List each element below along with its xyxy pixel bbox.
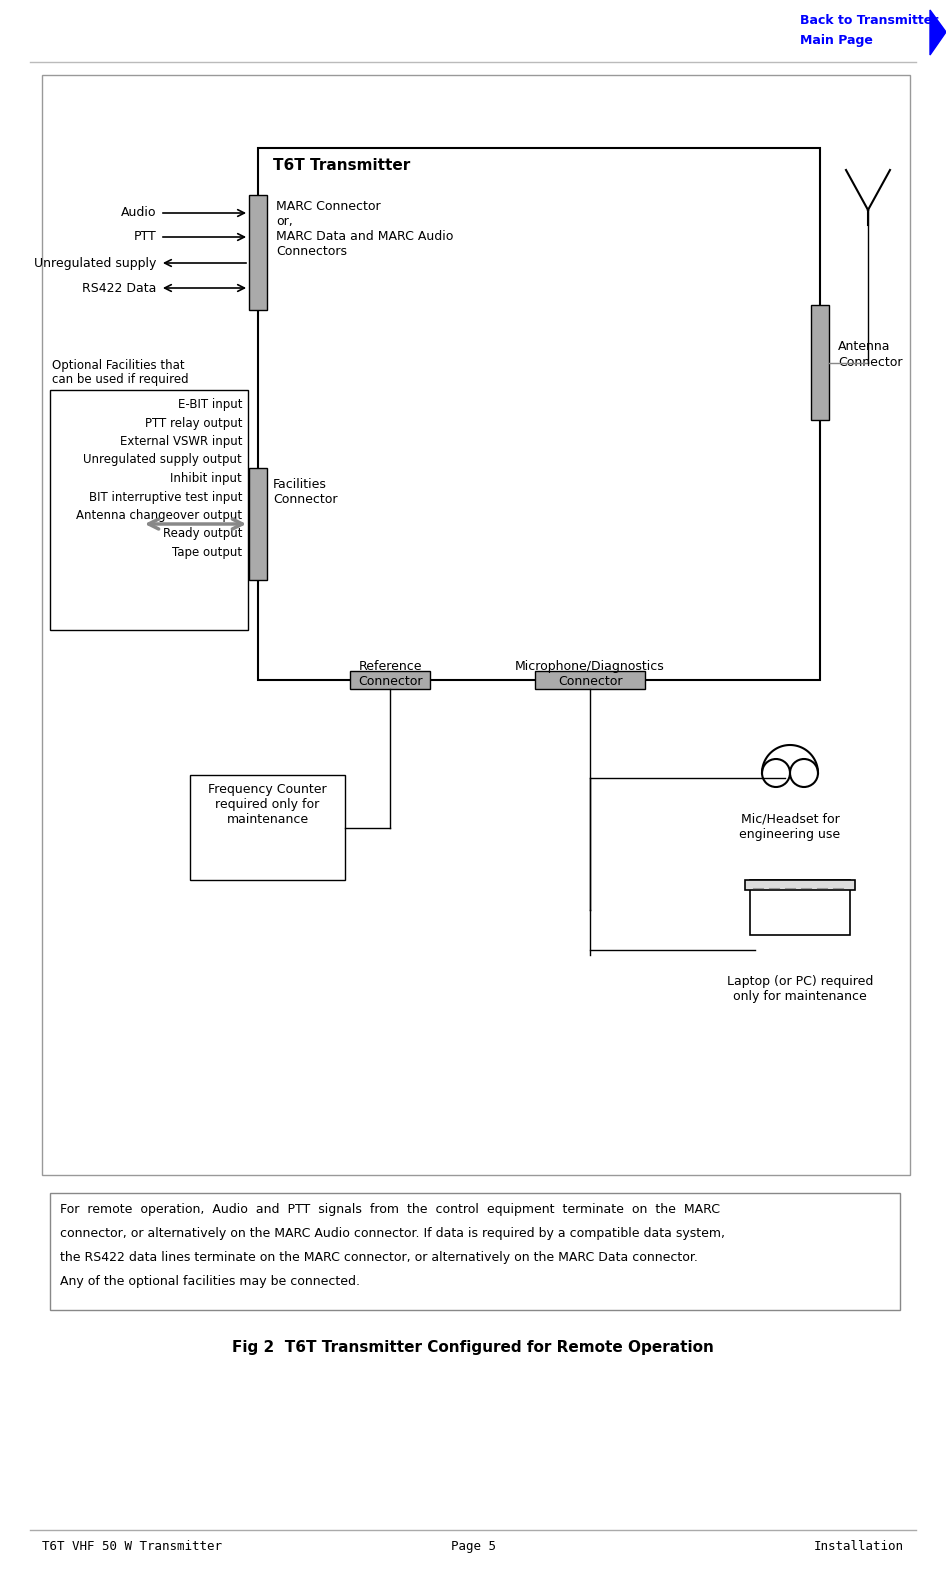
Text: RS422 Data: RS422 Data <box>81 281 156 295</box>
Text: For  remote  operation,  Audio  and  PTT  signals  from  the  control  equipment: For remote operation, Audio and PTT sign… <box>60 1203 720 1216</box>
Text: Back to Transmitter: Back to Transmitter <box>800 14 938 27</box>
Text: Any of the optional facilities may be connected.: Any of the optional facilities may be co… <box>60 1275 360 1288</box>
Polygon shape <box>930 10 946 54</box>
Bar <box>50 389 248 630</box>
Text: T6T VHF 50 W Transmitter: T6T VHF 50 W Transmitter <box>42 1540 222 1553</box>
Text: MARC Connector
or,
MARC Data and MARC Audio
Connectors: MARC Connector or, MARC Data and MARC Au… <box>276 200 453 259</box>
Text: T6T Transmitter: T6T Transmitter <box>273 158 411 172</box>
Text: Audio: Audio <box>120 206 156 220</box>
Bar <box>50 1192 900 1310</box>
Text: Microphone/Diagnostics
Connector: Microphone/Diagnostics Connector <box>516 661 665 688</box>
Bar <box>249 195 267 310</box>
Text: Installation: Installation <box>814 1540 904 1553</box>
Bar <box>190 776 345 879</box>
Text: Laptop (or PC) required
only for maintenance: Laptop (or PC) required only for mainten… <box>727 975 873 1002</box>
Bar <box>750 879 850 935</box>
Text: Page 5: Page 5 <box>450 1540 496 1553</box>
Text: Optional Facilities that: Optional Facilities that <box>52 359 184 372</box>
Text: Mic/Headset for
engineering use: Mic/Headset for engineering use <box>740 812 841 841</box>
Bar <box>535 670 645 689</box>
Bar <box>249 468 267 579</box>
Text: can be used if required: can be used if required <box>52 373 188 386</box>
Bar <box>745 879 855 891</box>
Bar <box>258 148 820 680</box>
Text: Reference
Connector: Reference Connector <box>358 661 422 688</box>
Text: E-BIT input
PTT relay output
External VSWR input
Unregulated supply output
Inhib: E-BIT input PTT relay output External VS… <box>76 397 242 559</box>
Text: the RS422 data lines terminate on the MARC connector, or alternatively on the MA: the RS422 data lines terminate on the MA… <box>60 1251 698 1264</box>
Bar <box>350 670 430 689</box>
Text: Fig 2  T6T Transmitter Configured for Remote Operation: Fig 2 T6T Transmitter Configured for Rem… <box>232 1341 714 1355</box>
Text: Unregulated supply: Unregulated supply <box>34 257 156 270</box>
Text: Main Page: Main Page <box>800 34 873 46</box>
Bar <box>811 305 829 420</box>
Text: Facilities
Connector: Facilities Connector <box>273 477 338 506</box>
Text: connector, or alternatively on the MARC Audio connector. If data is required by : connector, or alternatively on the MARC … <box>60 1227 725 1240</box>
Text: Frequency Counter
required only for
maintenance: Frequency Counter required only for main… <box>208 784 326 827</box>
Text: PTT: PTT <box>133 230 156 244</box>
Bar <box>42 75 910 1175</box>
Text: Antenna
Connector: Antenna Connector <box>838 340 902 369</box>
